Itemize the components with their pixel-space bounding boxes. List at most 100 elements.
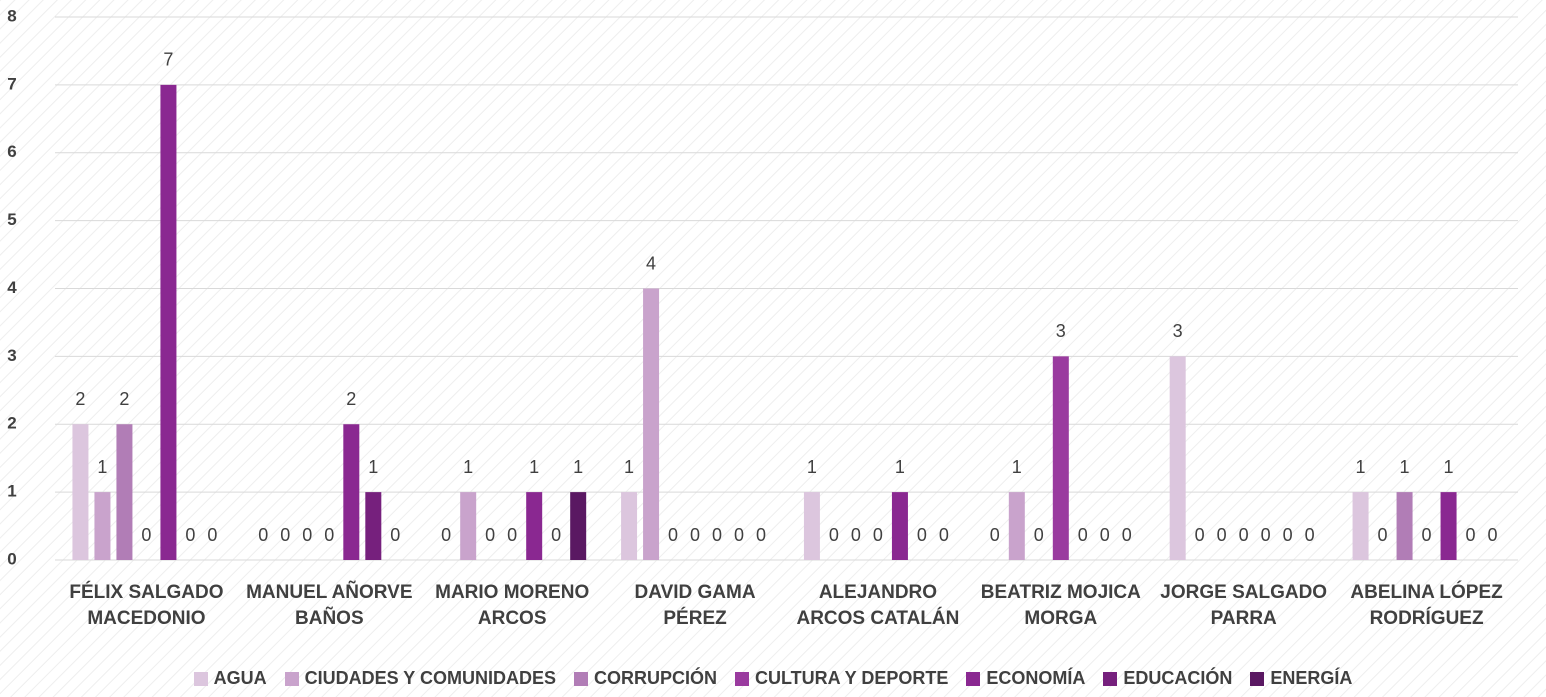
data-label: 0 bbox=[1217, 525, 1227, 545]
bar bbox=[460, 492, 477, 560]
x-tick-label: ABELINA LÓPEZ RODRÍGUEZ bbox=[1350, 582, 1503, 629]
data-label: 2 bbox=[75, 389, 85, 409]
bar bbox=[891, 492, 908, 560]
bar bbox=[1052, 356, 1069, 560]
legend-item: CIUDADES Y COMUNIDADES bbox=[284, 668, 556, 689]
data-label: 0 bbox=[185, 525, 195, 545]
bar bbox=[1352, 492, 1369, 560]
x-tick-label: BEATRIZ MOJICA MORGA bbox=[980, 582, 1141, 629]
x-tick-label: MARIO MORENO ARCOS bbox=[435, 582, 590, 629]
legend-swatch bbox=[735, 671, 749, 686]
legend-label: CIUDADES Y COMUNIDADES bbox=[304, 668, 556, 688]
data-label: 0 bbox=[1239, 525, 1249, 545]
data-label: 1 bbox=[1012, 457, 1022, 477]
y-tick-label: 7 bbox=[7, 74, 16, 93]
data-label: 0 bbox=[712, 525, 722, 545]
data-label: 0 bbox=[990, 525, 1000, 545]
bar bbox=[365, 492, 382, 560]
bar bbox=[72, 424, 89, 560]
data-label: 0 bbox=[302, 525, 312, 545]
x-tick-label: ALEJANDRO ARCOS CATALÁN bbox=[796, 582, 960, 629]
data-label: 4 bbox=[646, 253, 656, 273]
data-label: 0 bbox=[485, 525, 495, 545]
data-label: 1 bbox=[895, 457, 905, 477]
legend-swatch bbox=[1103, 671, 1118, 686]
legend-item: EDUCACIÓN bbox=[1103, 668, 1232, 689]
bar bbox=[643, 288, 660, 560]
bar bbox=[160, 84, 177, 560]
data-label: 0 bbox=[207, 525, 217, 545]
bar bbox=[803, 492, 820, 560]
bar bbox=[116, 424, 133, 560]
y-tick-label: 5 bbox=[7, 210, 16, 229]
legend: AGUA CIUDADES Y COMUNIDADES CORRUPCIÓN CULT… bbox=[0, 668, 1546, 689]
legend-item: CULTURA Y DEPORTE bbox=[735, 668, 948, 689]
legend-swatch bbox=[1250, 671, 1265, 686]
y-tick-label: 8 bbox=[7, 6, 16, 25]
x-tick-label: JORGE SALGADO PARRA bbox=[1160, 582, 1328, 629]
data-label: 0 bbox=[280, 525, 290, 545]
y-tick-label: 2 bbox=[7, 414, 16, 433]
bar bbox=[526, 492, 543, 560]
data-label: 0 bbox=[141, 525, 151, 545]
legend-item: ECONOMÍA bbox=[966, 668, 1085, 689]
data-label: 0 bbox=[1283, 525, 1293, 545]
legend-label: CORRUPCIÓN bbox=[593, 668, 717, 688]
legend-label: CULTURA Y DEPORTE bbox=[755, 668, 949, 688]
y-tick-label: 3 bbox=[7, 346, 16, 365]
legend-item: AGUA bbox=[193, 668, 267, 689]
data-label: 0 bbox=[917, 525, 927, 545]
data-label: 0 bbox=[829, 525, 839, 545]
legend-item: ENERGÍA bbox=[1250, 668, 1352, 689]
legend-label: EDUCACIÓN bbox=[1123, 668, 1233, 688]
data-label: 0 bbox=[668, 525, 678, 545]
data-label: 0 bbox=[939, 525, 949, 545]
data-label: 2 bbox=[119, 389, 129, 409]
legend-item: CORRUPCIÓN bbox=[573, 668, 717, 689]
bar bbox=[1440, 492, 1457, 560]
data-label: 0 bbox=[507, 525, 517, 545]
legend-swatch bbox=[193, 671, 208, 686]
data-label: 1 bbox=[573, 457, 583, 477]
legend-swatch bbox=[573, 671, 588, 686]
data-label: 3 bbox=[1056, 321, 1066, 341]
legend-swatch bbox=[284, 671, 299, 686]
data-label: 3 bbox=[1173, 321, 1183, 341]
data-label: 1 bbox=[624, 457, 634, 477]
data-label: 1 bbox=[463, 457, 473, 477]
bar bbox=[570, 492, 587, 560]
data-label: 1 bbox=[1444, 457, 1454, 477]
data-label: 2 bbox=[346, 389, 356, 409]
data-label: 0 bbox=[873, 525, 883, 545]
data-label: 7 bbox=[163, 50, 173, 70]
data-label: 0 bbox=[1100, 525, 1110, 545]
x-tick-label: MANUEL AÑORVE BAÑOS bbox=[246, 582, 413, 629]
data-label: 0 bbox=[1261, 525, 1271, 545]
data-label: 0 bbox=[1078, 525, 1088, 545]
data-label: 0 bbox=[1305, 525, 1315, 545]
data-label: 1 bbox=[529, 457, 539, 477]
data-label: 0 bbox=[551, 525, 561, 545]
data-label: 1 bbox=[97, 457, 107, 477]
y-tick-label: 0 bbox=[7, 549, 16, 568]
data-label: 0 bbox=[734, 525, 744, 545]
data-label: 1 bbox=[1400, 457, 1410, 477]
bar bbox=[343, 424, 360, 560]
bar bbox=[1169, 356, 1186, 560]
y-tick-label: 6 bbox=[7, 142, 16, 161]
y-tick-label: 1 bbox=[7, 482, 16, 501]
data-label: 0 bbox=[1034, 525, 1044, 545]
data-label: 0 bbox=[390, 525, 400, 545]
x-tick-label: FÉLIX SALGADO MACEDONIO bbox=[69, 582, 224, 629]
data-label: 1 bbox=[807, 457, 817, 477]
legend-label: ECONOMÍA bbox=[986, 668, 1086, 688]
bar bbox=[621, 492, 638, 560]
data-label: 0 bbox=[1378, 525, 1388, 545]
legend-label: ENERGÍA bbox=[1270, 668, 1353, 688]
bar bbox=[1396, 492, 1413, 560]
legend-swatch bbox=[966, 671, 981, 686]
data-label: 0 bbox=[1195, 525, 1205, 545]
